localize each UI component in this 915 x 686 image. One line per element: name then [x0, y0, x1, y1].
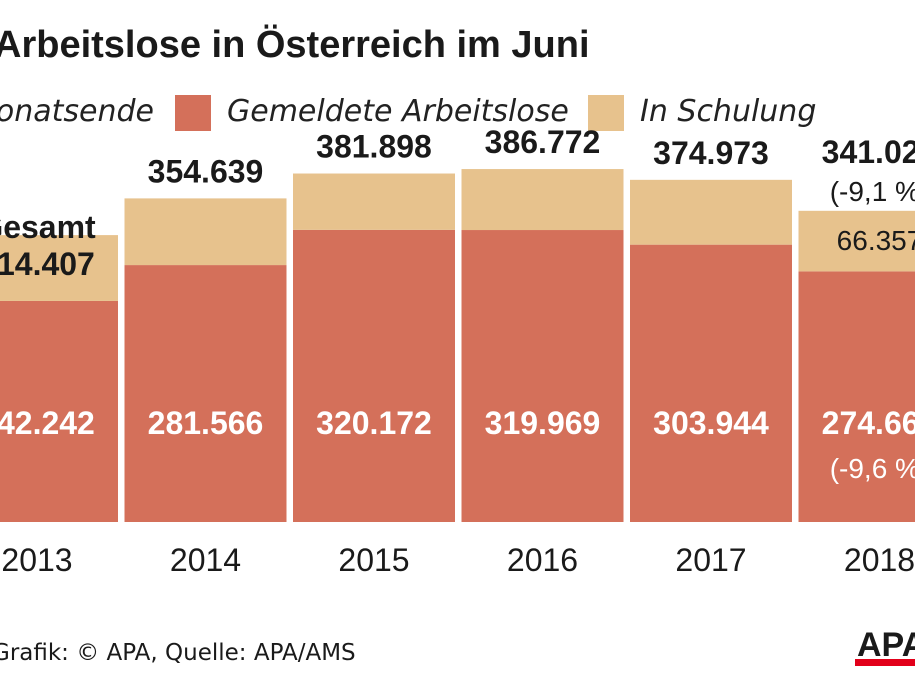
bar-registered-2014 — [124, 265, 287, 522]
chart-title: Arbeitslose in Österreich im Juni — [0, 24, 590, 66]
bar-training-2017 — [630, 179, 792, 245]
legend-label-registered: Gemeldete Arbeitslose — [227, 94, 569, 129]
total-value-label-2017: 374.973 — [653, 135, 769, 171]
logo-text: APA — [857, 626, 915, 664]
total-value-label-2014: 354.639 — [148, 153, 264, 189]
x-tick-label-2016: 2016 — [507, 542, 578, 578]
annotation-registered-change: (-9,6 %) — [830, 453, 915, 484]
footer-credit: Grafik: © APA, Quelle: APA/AMS — [0, 640, 356, 666]
registered-value-label-2016: 319.969 — [485, 405, 601, 441]
bar-registered-2016 — [461, 230, 624, 522]
x-tick-label-2014: 2014 — [170, 542, 241, 578]
x-tick-label-2018: 2018 — [844, 542, 915, 578]
bar-training-2014 — [124, 198, 287, 266]
bar-registered-2015 — [293, 229, 455, 522]
training-value-label-2018: 66.357 — [837, 225, 915, 256]
legend: Monatsende Gemeldete Arbeitslose In Schu… — [0, 92, 915, 134]
x-tick-label-2013: 2013 — [1, 542, 72, 578]
registered-value-label-2014: 281.566 — [148, 405, 264, 441]
bar-registered-2017 — [630, 244, 792, 522]
total-value-label-2018: 341.026 — [822, 134, 915, 170]
total-prefix-label: Gesamt — [0, 209, 96, 245]
bar-training-2013 — [0, 235, 118, 301]
bar-registered-2018 — [798, 271, 915, 522]
bar-training-2016 — [461, 169, 624, 231]
legend-label-month-end: Monatsende — [0, 94, 154, 129]
bar-training-2018 — [798, 210, 915, 272]
total-value-label-2015: 381.898 — [316, 129, 432, 165]
annotation-total-change: (-9,1 %) — [830, 176, 915, 207]
registered-value-label-2015: 320.172 — [316, 405, 432, 441]
registered-value-label-2018: 274.669 — [822, 405, 915, 441]
apa-logo: APA — [855, 626, 915, 666]
registered-value-label-2013: 242.242 — [0, 405, 95, 441]
x-tick-label-2017: 2017 — [675, 542, 746, 578]
legend-swatch-training — [588, 95, 624, 131]
registered-value-label-2017: 303.944 — [653, 405, 769, 441]
legend-label-training: In Schulung — [640, 94, 817, 129]
bar-registered-2013 — [0, 300, 118, 522]
logo-red-bar — [855, 659, 915, 666]
bar-training-2015 — [293, 173, 455, 230]
x-tick-label-2015: 2015 — [338, 542, 409, 578]
total-value-label-2013: 314.407 — [0, 246, 95, 282]
legend-swatch-registered — [175, 95, 211, 131]
total-value-label-2016: 386.772 — [485, 124, 601, 160]
